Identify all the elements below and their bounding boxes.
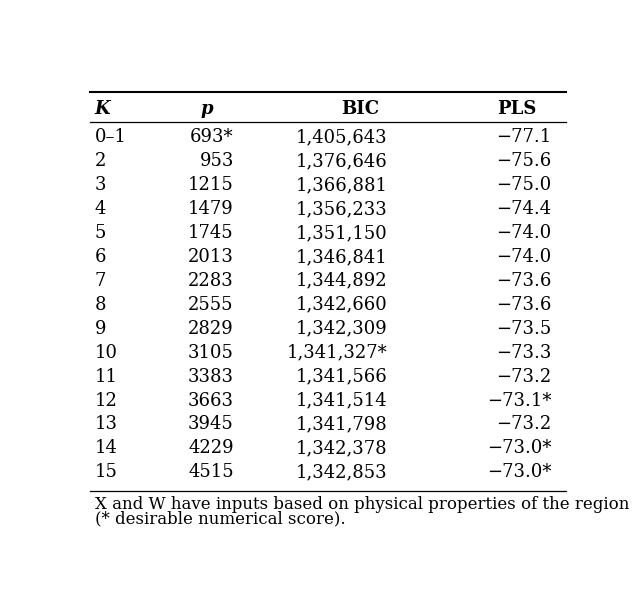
Text: 1,346,841: 1,346,841 <box>296 248 388 266</box>
Text: 953: 953 <box>200 152 234 170</box>
Text: 10: 10 <box>95 344 118 362</box>
Text: 2829: 2829 <box>188 320 234 338</box>
Text: 14: 14 <box>95 440 118 457</box>
Text: 1,342,378: 1,342,378 <box>296 440 388 457</box>
Text: −74.4: −74.4 <box>496 200 551 218</box>
Text: −73.0*: −73.0* <box>486 440 551 457</box>
Text: 11: 11 <box>95 368 118 386</box>
Text: 1,344,892: 1,344,892 <box>296 272 388 290</box>
Text: K: K <box>95 100 111 118</box>
Text: (* desirable numerical score).: (* desirable numerical score). <box>95 511 346 528</box>
Text: PLS: PLS <box>497 100 536 118</box>
Text: −74.0: −74.0 <box>496 224 551 242</box>
Text: 5: 5 <box>95 224 106 242</box>
Text: 1,351,150: 1,351,150 <box>296 224 388 242</box>
Text: −73.3: −73.3 <box>496 344 551 362</box>
Text: 1,341,327*: 1,341,327* <box>287 344 388 362</box>
Text: 6: 6 <box>95 248 106 266</box>
Text: 1,341,566: 1,341,566 <box>296 368 388 386</box>
Text: 1,341,514: 1,341,514 <box>296 392 388 410</box>
Text: 13: 13 <box>95 416 118 434</box>
Text: −73.2: −73.2 <box>496 368 551 386</box>
Text: −73.6: −73.6 <box>496 272 551 290</box>
Text: −73.0*: −73.0* <box>486 463 551 481</box>
Text: −73.5: −73.5 <box>496 320 551 338</box>
Text: 1,342,853: 1,342,853 <box>296 463 388 481</box>
Text: 3945: 3945 <box>188 416 234 434</box>
Text: −75.0: −75.0 <box>496 176 551 194</box>
Text: −75.6: −75.6 <box>496 152 551 170</box>
Text: 3383: 3383 <box>188 368 234 386</box>
Text: 1,342,660: 1,342,660 <box>296 296 388 314</box>
Text: 4515: 4515 <box>188 463 234 481</box>
Text: 1,341,798: 1,341,798 <box>296 416 388 434</box>
Text: 7: 7 <box>95 272 106 290</box>
Text: 3105: 3105 <box>188 344 234 362</box>
Text: −77.1: −77.1 <box>496 128 551 146</box>
Text: −73.6: −73.6 <box>496 296 551 314</box>
Text: 1,342,309: 1,342,309 <box>296 320 388 338</box>
Text: 1,405,643: 1,405,643 <box>296 128 388 146</box>
Text: 9: 9 <box>95 320 106 338</box>
Text: 2283: 2283 <box>188 272 234 290</box>
Text: 1479: 1479 <box>188 200 234 218</box>
Text: 2013: 2013 <box>188 248 234 266</box>
Text: 1,366,881: 1,366,881 <box>296 176 388 194</box>
Text: p: p <box>200 100 212 118</box>
Text: 1,376,646: 1,376,646 <box>296 152 388 170</box>
Text: 693*: 693* <box>190 128 234 146</box>
Text: 0–1: 0–1 <box>95 128 127 146</box>
Text: X and W have inputs based on physical properties of the region: X and W have inputs based on physical pr… <box>95 496 629 513</box>
Text: 4229: 4229 <box>188 440 234 457</box>
Text: −73.1*: −73.1* <box>486 392 551 410</box>
Text: 2: 2 <box>95 152 106 170</box>
Text: BIC: BIC <box>341 100 380 118</box>
Text: 3: 3 <box>95 176 106 194</box>
Text: 3663: 3663 <box>188 392 234 410</box>
Text: 1745: 1745 <box>188 224 234 242</box>
Text: −73.2: −73.2 <box>496 416 551 434</box>
Text: 1,356,233: 1,356,233 <box>296 200 388 218</box>
Text: 2555: 2555 <box>188 296 234 314</box>
Text: 8: 8 <box>95 296 106 314</box>
Text: 12: 12 <box>95 392 118 410</box>
Text: −74.0: −74.0 <box>496 248 551 266</box>
Text: 1215: 1215 <box>188 176 234 194</box>
Text: 4: 4 <box>95 200 106 218</box>
Text: 15: 15 <box>95 463 118 481</box>
